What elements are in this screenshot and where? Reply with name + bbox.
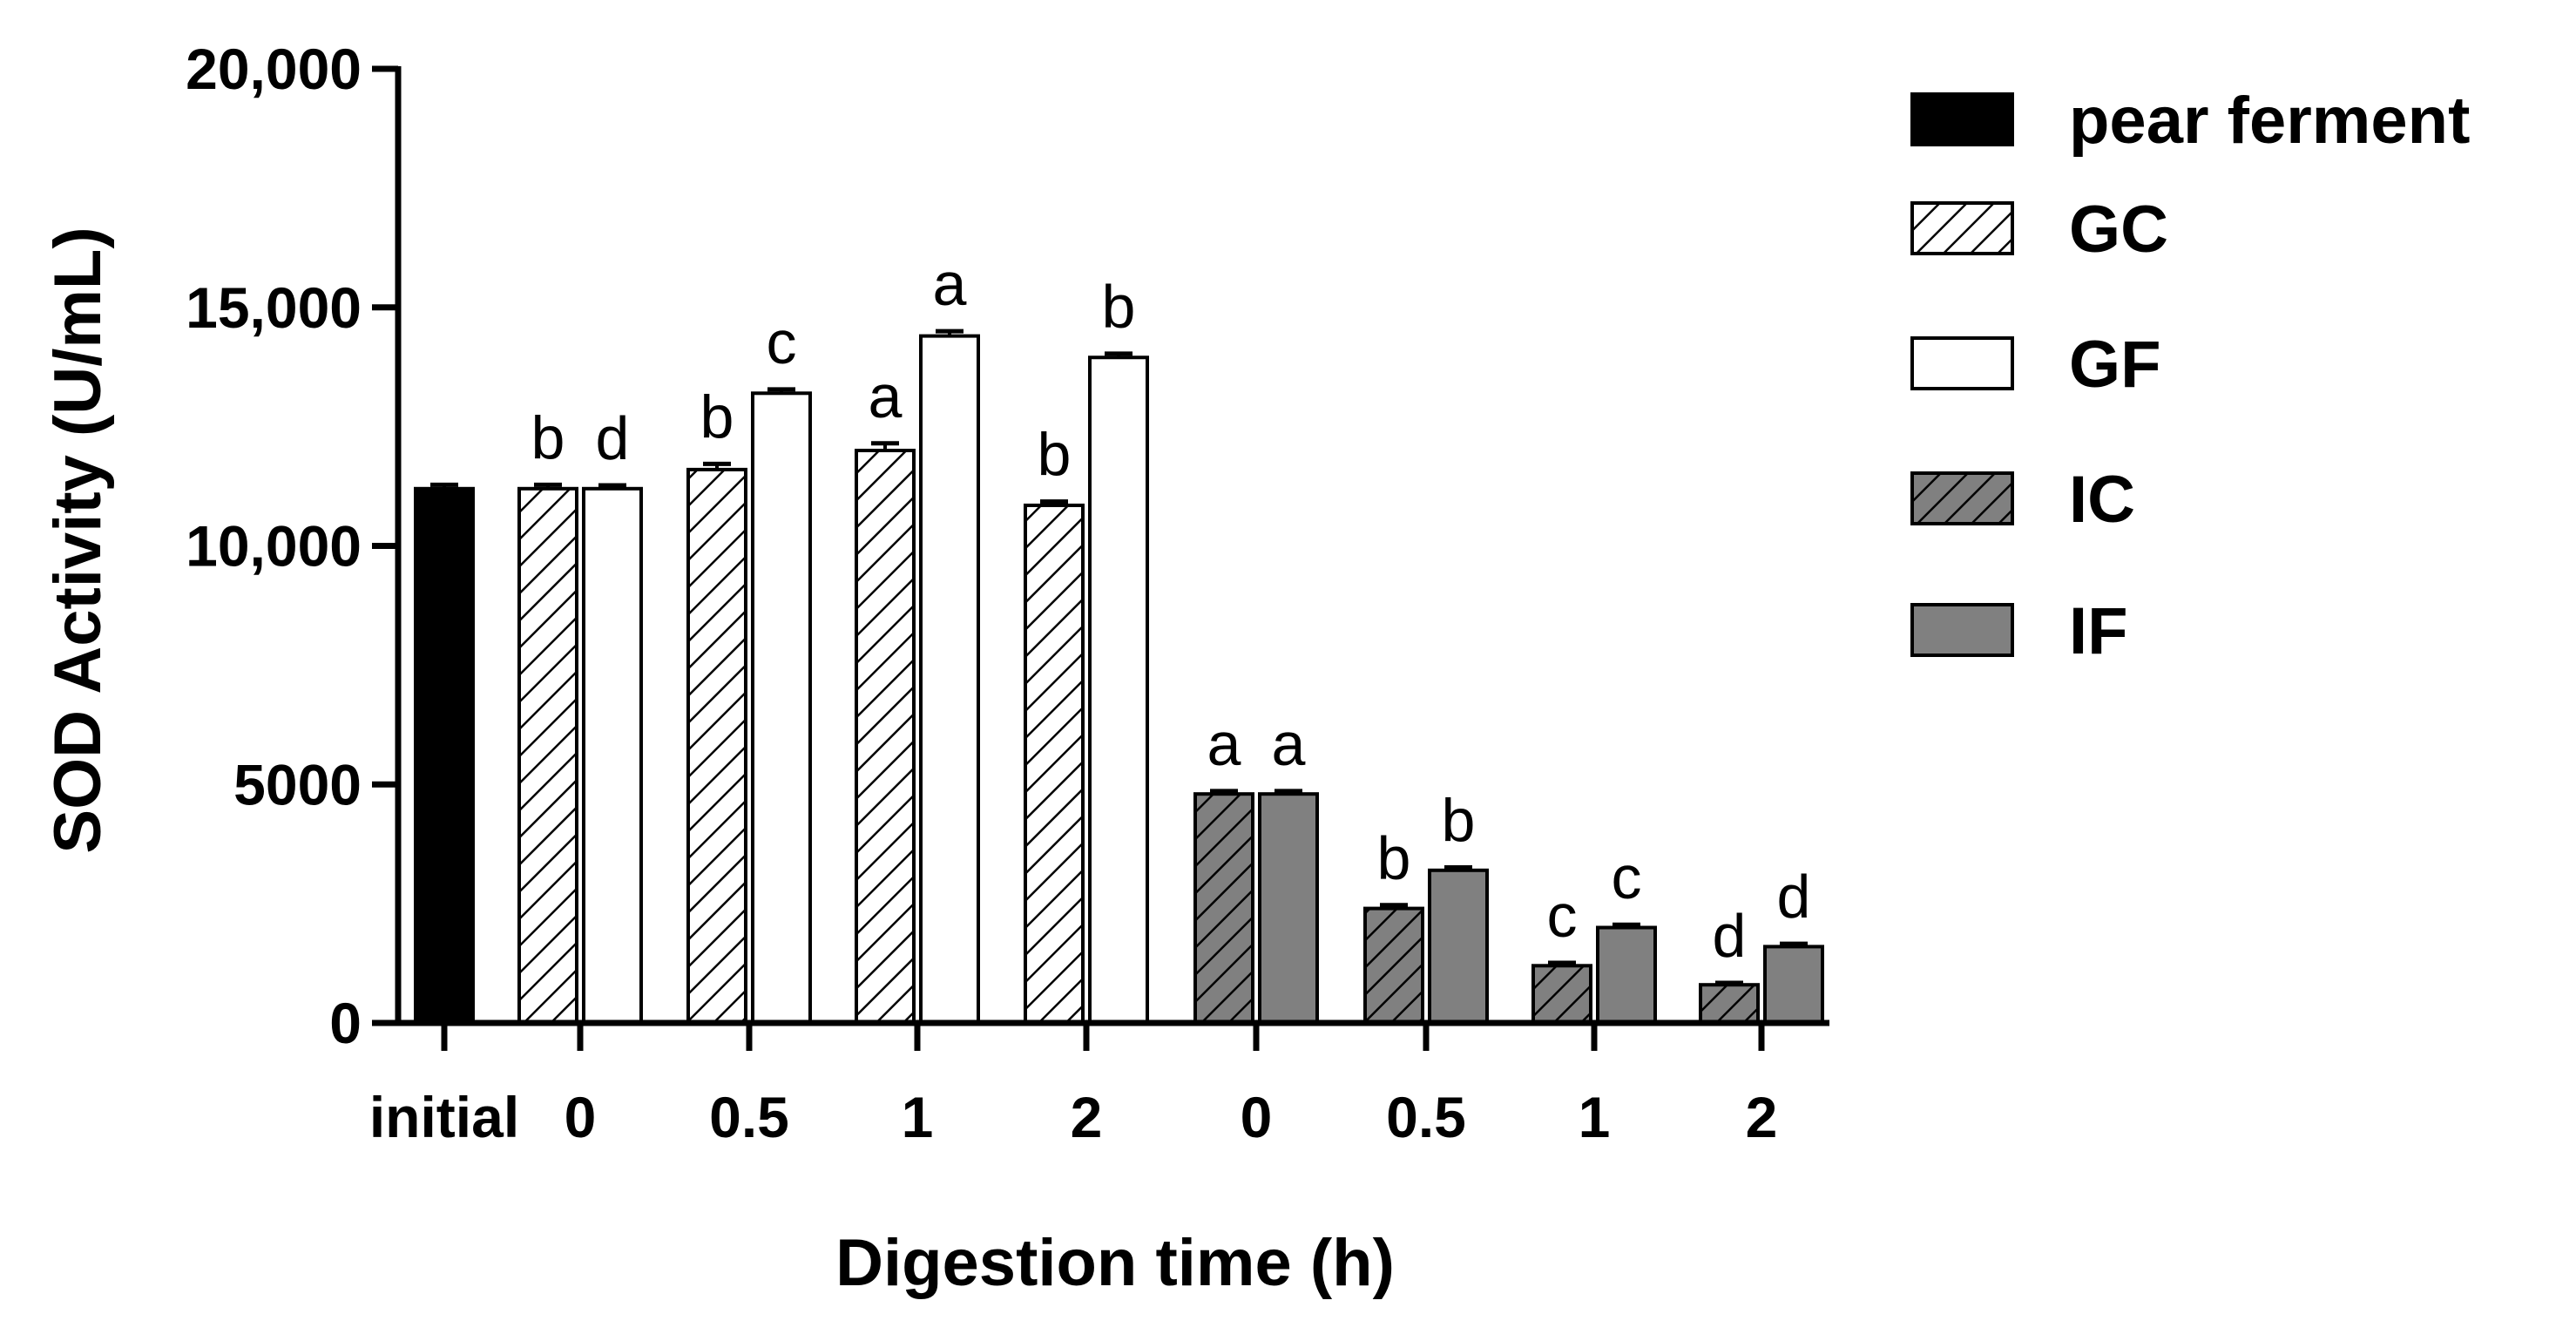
significance-letter: c [767,308,797,376]
legend-label-gc: GC [2069,193,2168,267]
bar-if [1763,945,1824,1026]
legend-label-if: IF [2069,594,2128,668]
significance-letter: b [700,383,734,450]
y-axis-label: SOD Activity (U/mL) [41,227,115,853]
x-tick-label: initial [369,1085,519,1149]
bar-ic [1363,906,1424,1025]
x-tick-label: 0.5 [709,1085,789,1149]
x-tick-label: 2 [1746,1085,1778,1149]
y-tick-label: 15,000 [186,275,362,340]
bar-gc [1024,503,1085,1025]
significance-letter: c [1547,882,1578,950]
legend-label-pear-ferment: pear ferment [2069,84,2470,158]
legend-swatch-if [1910,603,2014,657]
significance-letter: d [1777,863,1811,931]
bar-if [1258,792,1319,1025]
legend-label-gf: GF [2069,328,2161,402]
bar-gc [517,486,578,1025]
x-tick-label: 1 [902,1085,934,1149]
legend-swatch-gc [1910,201,2014,255]
bar-pear-ferment [414,486,475,1025]
x-tick-labels: initial 0 0.5 1 2 0 0.5 1 2 [369,1085,1778,1149]
bar-gf [919,334,980,1026]
x-tick-label: 0.5 [1386,1085,1466,1149]
legend-swatch-gf [1910,336,2014,390]
legend-swatch-pear-ferment [1910,92,2014,146]
significance-letter: a [869,362,903,430]
legend-label-ic: IC [2069,463,2135,537]
bar-gc [686,467,747,1025]
significance-letter: b [1102,273,1136,341]
significance-letter: b [1038,421,1072,489]
bar-gc [855,449,916,1025]
significance-letter: a [1272,710,1306,778]
y-tick-label: 0 [329,991,362,1055]
significance-letter: d [596,404,630,472]
significance-letter: b [1442,787,1476,855]
bar-ic [1531,964,1592,1026]
y-tick-label: 10,000 [186,514,362,579]
x-tick-label: 0 [565,1085,597,1149]
bar-gf [1088,356,1149,1025]
significance-letter: a [1207,710,1241,778]
x-tick-label: 1 [1579,1085,1611,1149]
x-axis-label: Digestion time (h) [835,1226,1395,1300]
legend: pear ferment GC GF IC IF [1910,84,2470,668]
bar-if [1596,925,1657,1025]
significance-letter: b [531,403,565,471]
bar-ic [1699,983,1760,1025]
bar-if [1428,868,1489,1025]
significance-letter: a [933,250,967,318]
legend-swatch-ic [1910,471,2014,525]
axes-layer [372,65,1829,1051]
significance-letter: b [1377,824,1411,892]
significance-letter: d [1713,902,1747,970]
x-tick-label: 0 [1241,1085,1273,1149]
bar-gf [751,391,812,1025]
y-tick-labels: 0 5000 10,000 15,000 20,000 [186,37,362,1055]
significance-letter: c [1612,843,1642,911]
bar-ic [1193,792,1254,1025]
y-tick-label: 5000 [233,752,362,816]
x-tick-label: 2 [1071,1085,1103,1149]
y-tick-label: 20,000 [186,37,362,101]
bar-gf [582,486,643,1025]
